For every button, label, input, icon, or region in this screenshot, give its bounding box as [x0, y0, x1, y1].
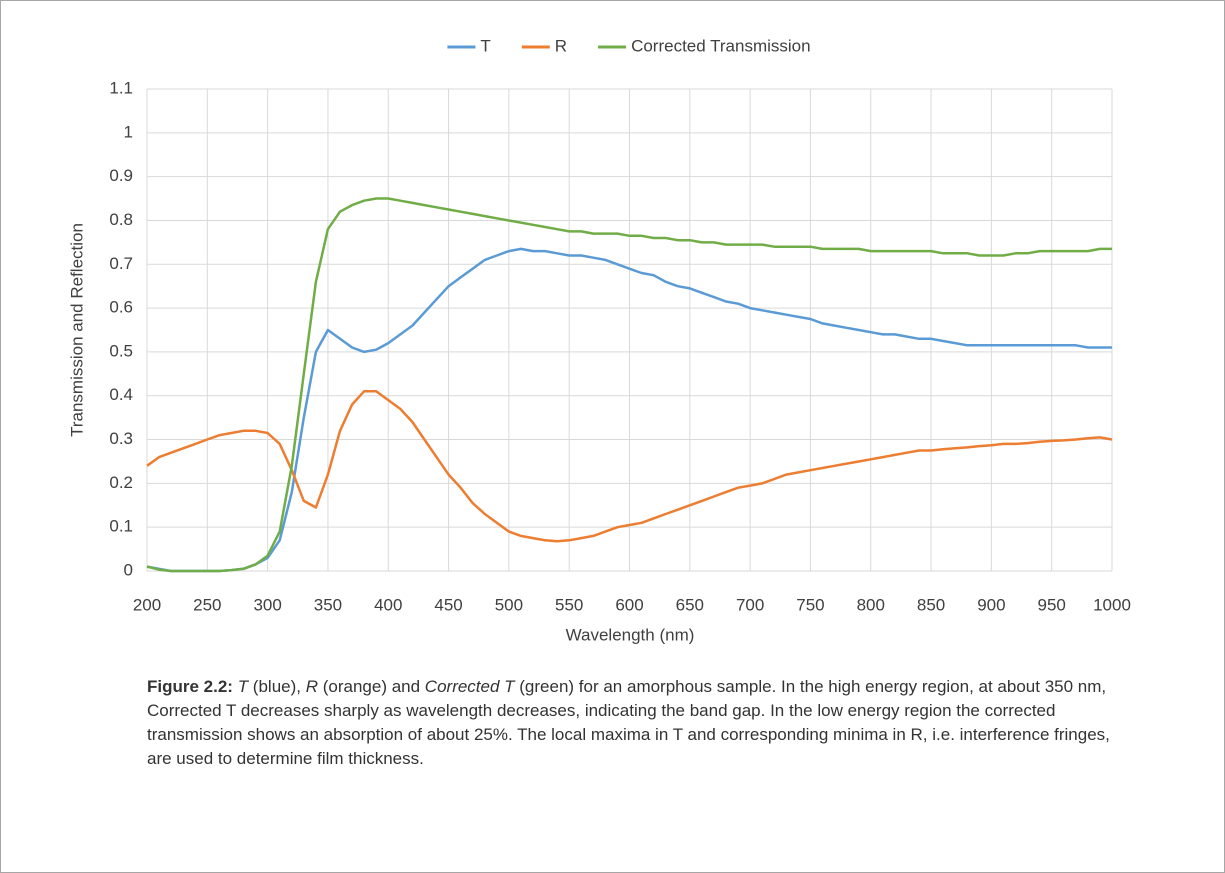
y-tick-label: 0.9 — [109, 166, 133, 185]
caption-text: (orange) and — [318, 677, 425, 696]
caption-text: T — [232, 677, 249, 696]
caption-text: R — [305, 677, 318, 696]
y-tick-label: 0.7 — [109, 254, 133, 273]
x-tick-label: 1000 — [1093, 595, 1131, 614]
x-tick-label: 500 — [495, 595, 523, 614]
x-axis-title: Wavelength (nm) — [566, 625, 695, 644]
x-tick-label: 200 — [133, 595, 161, 614]
legend-label: T — [480, 36, 490, 55]
series-line — [146, 197, 1112, 573]
caption-text: Corrected T — [424, 677, 515, 696]
x-tick-label: 750 — [796, 595, 824, 614]
x-tick-label: 600 — [615, 595, 643, 614]
caption-text: (green) for an amorphous sample. In the … — [147, 677, 1115, 768]
y-tick-label: 0.6 — [109, 298, 133, 317]
series-line — [146, 390, 1113, 543]
y-tick-label: 0.3 — [109, 429, 133, 448]
y-tick-label: 0 — [124, 560, 133, 579]
x-tick-label: 350 — [314, 595, 342, 614]
y-axis-title: Transmission and Reflection — [67, 223, 86, 437]
y-tick-label: 1 — [124, 122, 133, 141]
x-tick-label: 900 — [977, 595, 1005, 614]
x-tick-label: 950 — [1038, 595, 1066, 614]
x-tick-label: 550 — [555, 595, 583, 614]
series-line — [146, 247, 1112, 573]
caption-text: (blue), — [248, 677, 306, 696]
x-tick-label: 450 — [434, 595, 462, 614]
x-tick-label: 650 — [676, 595, 704, 614]
y-tick-label: 0.4 — [109, 385, 133, 404]
y-tick-label: 0.1 — [109, 517, 133, 536]
y-tick-label: 0.2 — [109, 473, 133, 492]
x-tick-label: 800 — [857, 595, 885, 614]
chart: Wavelength (nm) Transmission and Reflect… — [67, 36, 1131, 644]
y-tick-label: 0.5 — [109, 341, 133, 360]
legend-label: Corrected Transmission — [631, 36, 811, 55]
y-tick-label: 1.1 — [109, 78, 133, 97]
x-tick-label: 300 — [253, 595, 281, 614]
x-tick-label: 400 — [374, 595, 402, 614]
caption-text: Figure 2.2: — [147, 677, 233, 696]
legend-label: R — [555, 36, 567, 55]
x-tick-label: 850 — [917, 595, 945, 614]
caption: Figure 2.2: T (blue), R (orange) and Cor… — [147, 675, 1137, 771]
x-tick-label: 700 — [736, 595, 764, 614]
x-tick-label: 250 — [193, 595, 221, 614]
y-tick-label: 0.8 — [109, 210, 133, 229]
